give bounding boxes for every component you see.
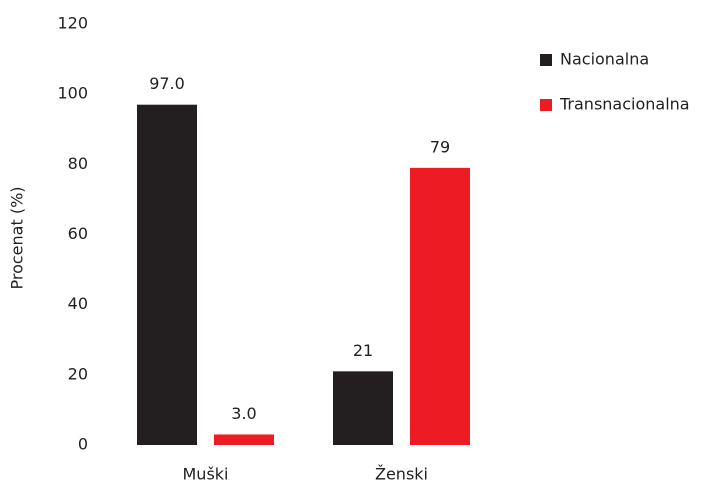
bar bbox=[137, 104, 197, 446]
legend-swatch bbox=[540, 54, 552, 66]
data-label: 3.0 bbox=[231, 404, 256, 423]
y-axis-label: Procenat (%) bbox=[8, 186, 27, 289]
y-tick-label: 120 bbox=[57, 14, 88, 33]
y-tick-label: 80 bbox=[68, 154, 88, 173]
bar bbox=[333, 371, 393, 445]
legend-label: Transnacionalna bbox=[559, 95, 690, 114]
y-tick-label: 40 bbox=[68, 294, 88, 313]
x-tick-label: Ženski bbox=[375, 465, 428, 483]
legend-swatch bbox=[540, 99, 552, 111]
data-label: 97.0 bbox=[149, 74, 185, 93]
data-label: 21 bbox=[353, 341, 373, 360]
y-tick-label: 100 bbox=[57, 84, 88, 103]
y-tick-label: 20 bbox=[68, 364, 88, 383]
bar bbox=[214, 434, 274, 445]
bar bbox=[410, 167, 470, 445]
data-label: 79 bbox=[430, 137, 450, 156]
y-tick-label: 60 bbox=[68, 224, 88, 243]
legend-label: Nacionalna bbox=[560, 50, 649, 69]
y-tick-label: 0 bbox=[78, 435, 88, 454]
x-tick-label: Muški bbox=[183, 465, 229, 483]
